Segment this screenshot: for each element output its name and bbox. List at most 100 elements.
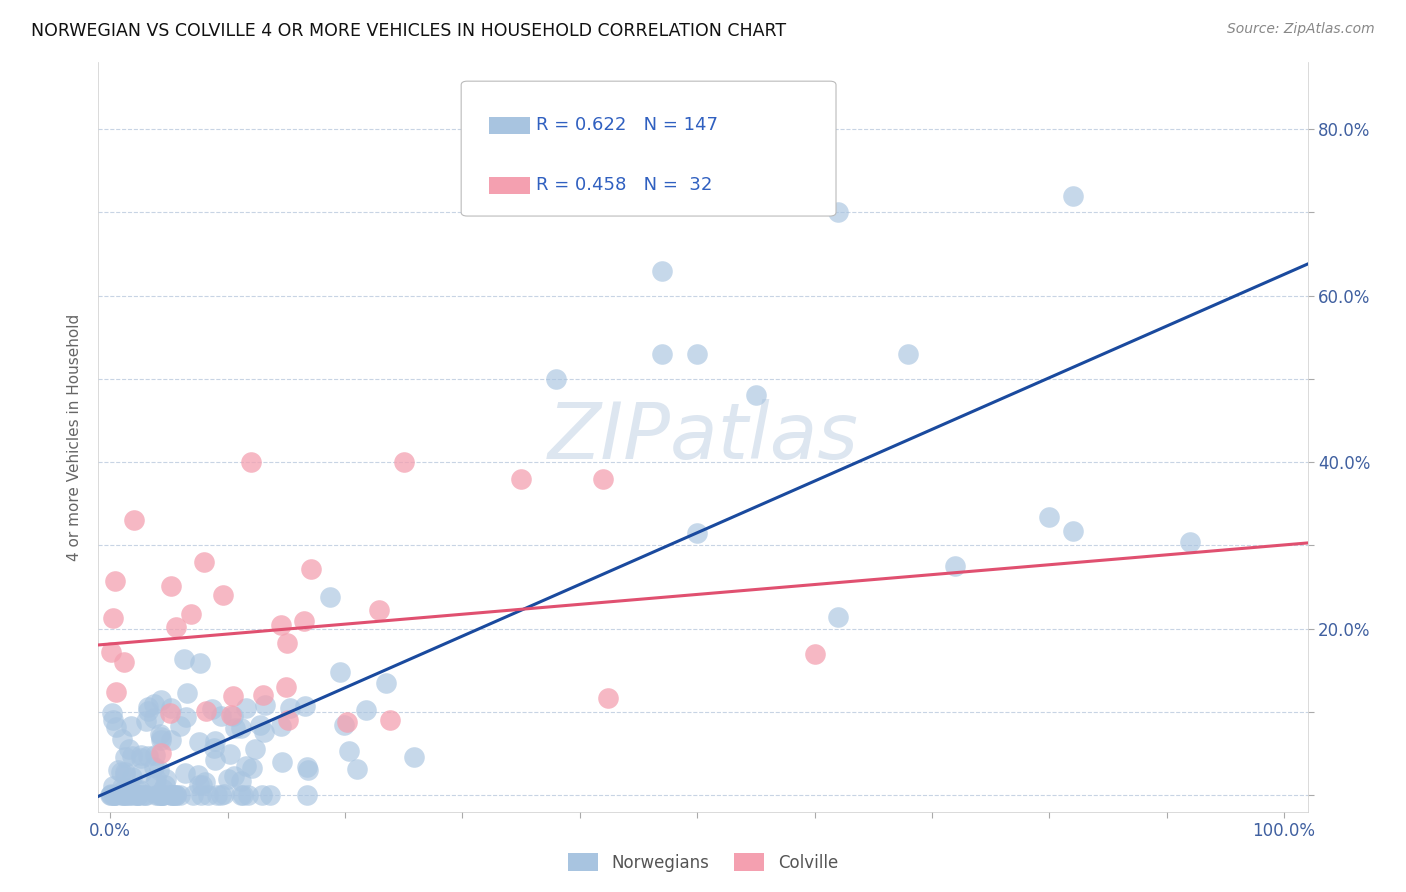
Point bbox=[259, 788, 281, 802]
Point bbox=[150, 693, 173, 707]
Point bbox=[592, 472, 614, 486]
Point bbox=[278, 700, 301, 714]
Point bbox=[204, 734, 226, 748]
Point bbox=[152, 788, 174, 802]
Point bbox=[1062, 524, 1084, 538]
Text: R = 0.622   N = 147: R = 0.622 N = 147 bbox=[536, 116, 718, 134]
Point bbox=[162, 788, 184, 802]
Point bbox=[143, 747, 166, 762]
Point bbox=[236, 788, 259, 802]
Point bbox=[118, 741, 141, 756]
Point bbox=[101, 611, 124, 625]
Point bbox=[292, 615, 315, 629]
Point bbox=[100, 788, 122, 802]
Point bbox=[181, 788, 204, 802]
Point bbox=[319, 590, 342, 604]
Point bbox=[136, 704, 159, 718]
Point bbox=[155, 772, 177, 787]
Point bbox=[148, 763, 170, 777]
Point bbox=[125, 788, 148, 802]
Point bbox=[209, 788, 232, 802]
Point bbox=[231, 721, 253, 735]
Point bbox=[169, 788, 191, 802]
Point bbox=[114, 749, 136, 764]
Point bbox=[274, 681, 297, 695]
Point bbox=[188, 656, 211, 670]
Point bbox=[803, 647, 825, 661]
Point bbox=[212, 588, 235, 602]
Point bbox=[149, 730, 172, 744]
Point bbox=[169, 719, 191, 733]
Point bbox=[596, 691, 619, 706]
Point bbox=[212, 787, 235, 801]
Point bbox=[173, 651, 195, 665]
Point bbox=[165, 788, 187, 802]
Point bbox=[118, 788, 141, 802]
Point bbox=[252, 725, 274, 739]
Point bbox=[101, 779, 124, 793]
Legend: Norwegians, Colville: Norwegians, Colville bbox=[561, 847, 845, 879]
Y-axis label: 4 or more Vehicles in Household: 4 or more Vehicles in Household bbox=[66, 313, 82, 561]
Point bbox=[333, 717, 356, 731]
Point bbox=[235, 700, 257, 714]
Point bbox=[134, 788, 156, 802]
Point bbox=[122, 513, 145, 527]
Point bbox=[270, 617, 292, 632]
Point bbox=[112, 782, 135, 797]
Point bbox=[1038, 509, 1060, 524]
Point bbox=[686, 526, 709, 541]
FancyBboxPatch shape bbox=[461, 81, 837, 216]
Point bbox=[337, 744, 360, 758]
Point bbox=[152, 782, 174, 797]
Point bbox=[229, 788, 252, 802]
Point bbox=[101, 713, 124, 727]
Point bbox=[100, 645, 122, 659]
Point bbox=[160, 788, 183, 802]
Point bbox=[165, 788, 187, 802]
Point bbox=[392, 455, 415, 469]
Point bbox=[114, 768, 136, 782]
Point bbox=[121, 748, 143, 763]
Point bbox=[142, 711, 165, 725]
Point bbox=[114, 764, 136, 779]
Point bbox=[149, 726, 172, 740]
Point bbox=[160, 701, 183, 715]
Point bbox=[145, 772, 167, 787]
Point bbox=[686, 347, 709, 361]
Point bbox=[745, 388, 768, 402]
Point bbox=[297, 788, 319, 802]
Point bbox=[111, 788, 134, 802]
Point bbox=[250, 788, 273, 802]
Point bbox=[204, 754, 226, 768]
Point bbox=[107, 763, 129, 777]
Point bbox=[195, 704, 218, 718]
Point bbox=[651, 347, 673, 361]
Point bbox=[217, 772, 239, 787]
Point bbox=[240, 761, 263, 775]
Point bbox=[159, 579, 181, 593]
Point bbox=[945, 558, 967, 573]
Point bbox=[114, 788, 136, 802]
Point bbox=[127, 788, 149, 802]
Point bbox=[112, 655, 135, 669]
Point bbox=[224, 721, 246, 735]
Point bbox=[149, 788, 172, 802]
Point bbox=[193, 555, 215, 569]
FancyBboxPatch shape bbox=[489, 177, 530, 194]
Point bbox=[277, 713, 299, 727]
Point bbox=[174, 765, 197, 780]
Point bbox=[104, 788, 127, 802]
Text: Source: ZipAtlas.com: Source: ZipAtlas.com bbox=[1227, 22, 1375, 37]
Point bbox=[240, 455, 263, 469]
Point bbox=[103, 788, 125, 802]
Point bbox=[135, 714, 157, 728]
Point bbox=[129, 747, 152, 762]
Point bbox=[219, 747, 242, 762]
Point bbox=[135, 788, 157, 802]
Point bbox=[276, 636, 298, 650]
Point bbox=[121, 788, 143, 802]
Point bbox=[235, 759, 257, 773]
Point bbox=[297, 760, 319, 774]
Point bbox=[125, 783, 148, 797]
Point bbox=[100, 787, 122, 801]
